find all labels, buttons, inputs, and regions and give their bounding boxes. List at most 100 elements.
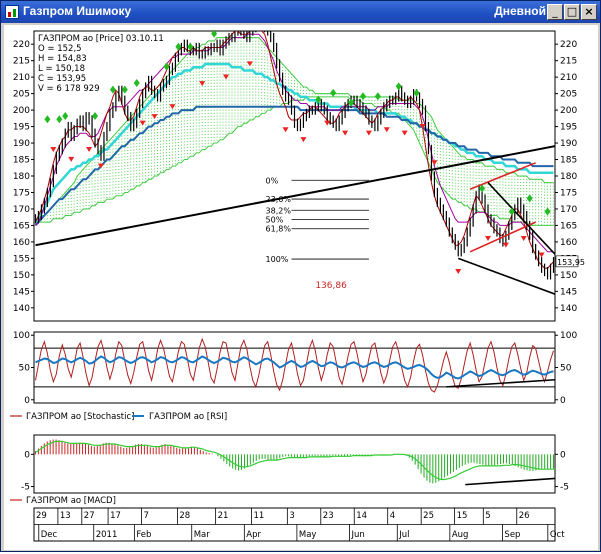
day-tick-label: 7	[144, 511, 149, 521]
trendline-support-long	[35, 145, 555, 247]
sell-signal-marker	[324, 120, 331, 126]
fib-level-label: 38,2%	[266, 206, 292, 215]
close-button[interactable]: ×	[581, 4, 597, 20]
month-tick-label: Jul	[398, 530, 409, 540]
sell-signal-marker	[300, 137, 307, 143]
sell-signal-marker	[383, 127, 390, 133]
minimize-button[interactable]: _	[547, 4, 563, 20]
buy-signal-marker	[62, 111, 69, 120]
price-axis-label-right: 165	[560, 221, 577, 231]
month-tick-label: Dec	[41, 530, 58, 540]
price-axis-label-left: 190	[13, 139, 30, 149]
price-axis-label-right: 170	[560, 205, 577, 215]
sell-signal-marker	[50, 147, 57, 153]
osc-axis-label-left: 50	[19, 364, 31, 374]
price-axis-label-left: 165	[13, 221, 30, 231]
day-tick-label: 15	[457, 511, 468, 521]
last-value-box	[555, 255, 579, 268]
oscillator-trendline	[446, 378, 555, 388]
macd-plot	[34, 439, 555, 486]
macd-signal-line	[35, 440, 555, 481]
buy-signal-marker	[271, 25, 277, 31]
day-tick-label: 21	[218, 511, 229, 521]
maximize-button[interactable]: □	[564, 4, 580, 20]
buy-signal-marker	[44, 115, 51, 124]
buy-signal-marker	[508, 207, 515, 216]
price-axis-label-right: 145	[560, 287, 577, 297]
sell-signal-marker	[520, 236, 527, 242]
sell-signal-marker	[502, 242, 509, 248]
buy-signal-marker	[211, 31, 218, 38]
price-axis-label-left: 215	[13, 57, 30, 67]
price-info-line: L = 150,18	[38, 64, 85, 74]
day-tick-label: 26	[519, 511, 530, 521]
rsi-legend-label: ГАЗПРОМ ао [RSI]	[149, 412, 227, 422]
stochastic-legend-label: ГАЗПРОМ ао [Stochastic]	[26, 412, 134, 422]
sell-signal-marker	[246, 61, 253, 67]
price-axis-label-left: 195	[13, 123, 30, 133]
oscillator-panel	[33, 331, 556, 404]
price-axis-label-right: 150	[560, 271, 577, 281]
day-tick-label: 14	[356, 511, 367, 521]
macd-axis-label-right: 0	[560, 450, 566, 460]
sell-signal-marker	[282, 127, 289, 133]
day-tick-label: 3	[289, 511, 294, 521]
month-tick-label: Aug	[452, 530, 469, 540]
price-axis-label-left: 200	[13, 106, 30, 116]
day-tick-label: 25	[423, 511, 434, 521]
day-tick-label: 28	[179, 511, 190, 521]
sell-signal-marker	[169, 104, 176, 110]
buy-signal-marker	[175, 42, 182, 51]
title-bar[interactable]: Газпром Ишимоку Дневной _ □ ×	[1, 1, 600, 23]
price-info-line: C = 153,95	[38, 74, 86, 84]
timeframe-label: Дневной	[494, 4, 546, 18]
price-axis-label-right: 200	[560, 106, 577, 116]
price-axis-label-right: 210	[560, 73, 577, 83]
day-tick-label: 17	[110, 511, 121, 521]
price-axis-label-right: 160	[560, 238, 577, 248]
trendline-channel-upper	[469, 162, 536, 190]
fib-level-label: 100%	[266, 255, 289, 264]
buy-signal-marker	[348, 98, 355, 107]
day-tick-label: 4	[390, 511, 395, 521]
day-tick-label: 27	[84, 511, 95, 521]
buy-signal-marker	[235, 25, 241, 31]
sell-signal-marker	[485, 236, 492, 242]
buy-signal-marker	[163, 62, 170, 71]
price-axis-label-left: 150	[13, 271, 30, 281]
month-tick-label: Jun	[350, 530, 364, 540]
sell-signal-marker	[538, 252, 545, 258]
fib-level-label: 23,6%	[266, 195, 292, 204]
chart-app-icon	[5, 5, 19, 19]
oscillator-plot	[34, 337, 555, 393]
price-axis-label-right: 190	[560, 139, 577, 149]
chart-area[interactable]: 0% 23,6% 38,2% 50% 61,8% 100% 140 140 145 145 150 1…	[4, 25, 598, 550]
buy-signal-marker	[133, 79, 140, 88]
price-axis-label-right: 180	[560, 172, 577, 182]
month-tick-label: 2011	[96, 530, 118, 540]
trendline-down-lower	[457, 257, 555, 295]
buy-signal-marker	[121, 85, 128, 94]
buy-signal-marker	[395, 82, 402, 91]
macd-axis-label-left: -5	[21, 483, 30, 493]
trendline-channel-lower	[469, 221, 536, 253]
sell-signal-marker	[419, 123, 426, 129]
sell-signal-marker	[139, 120, 146, 126]
day-tick-label: 23	[323, 511, 334, 521]
price-axis-label-right: 140	[560, 304, 577, 314]
price-axis-label-right: 215	[560, 57, 577, 67]
sell-signal-marker	[199, 81, 206, 87]
day-tick-label: 29	[36, 511, 47, 521]
day-tick-label: 13	[60, 511, 71, 521]
sell-signal-marker	[365, 130, 372, 136]
sell-signal-marker	[401, 130, 408, 136]
price-axis-label-left: 180	[13, 172, 30, 182]
price-info-line: V = 6 178 929	[38, 84, 100, 94]
buy-signal-marker	[526, 194, 533, 203]
price-axis-label-right: 220	[560, 40, 577, 50]
month-tick-label: May	[299, 530, 317, 540]
buy-signal-marker	[330, 88, 337, 97]
price-axis-label-left: 140	[13, 304, 30, 314]
price-info-line: H = 154,83	[38, 54, 87, 64]
